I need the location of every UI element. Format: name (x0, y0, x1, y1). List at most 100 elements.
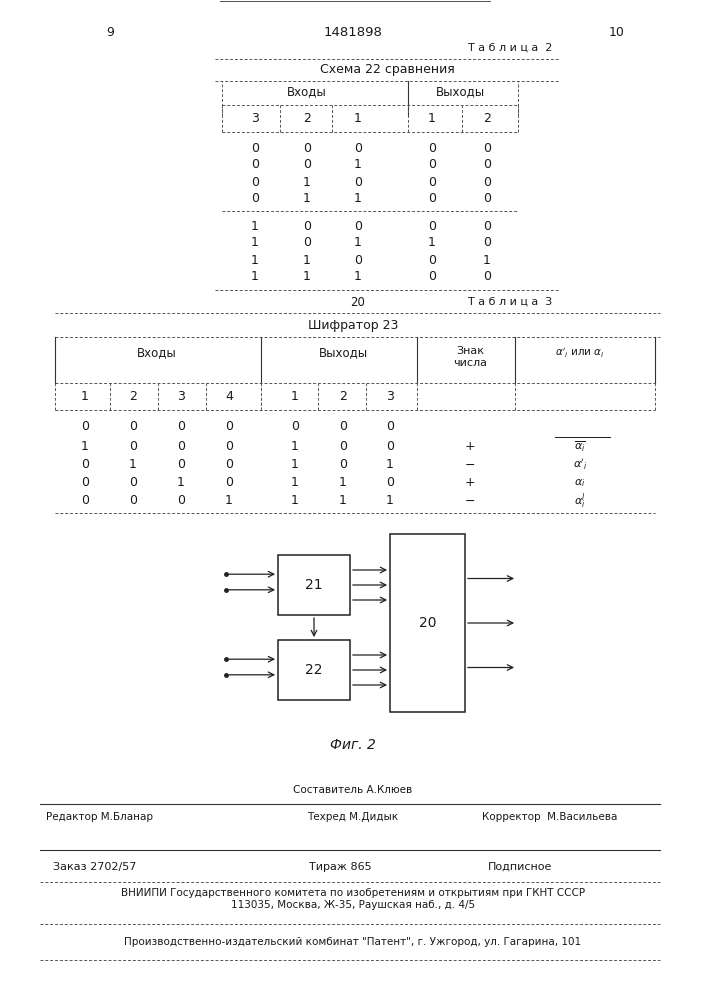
Text: 0: 0 (129, 440, 137, 454)
Text: Подписное: Подписное (488, 862, 552, 872)
Text: 1: 1 (354, 236, 362, 249)
Text: 4: 4 (225, 390, 233, 403)
Text: 0: 0 (354, 176, 362, 188)
Text: Производственно-издательский комбинат "Патент", г. Ужгород, ул. Гагарина, 101: Производственно-издательский комбинат "П… (124, 937, 582, 947)
Text: 0: 0 (428, 270, 436, 284)
Text: Редактор М.Бланар: Редактор М.Бланар (47, 812, 153, 822)
Text: 0: 0 (428, 141, 436, 154)
Text: 0: 0 (339, 420, 347, 434)
Text: 0: 0 (225, 440, 233, 454)
Text: 0: 0 (177, 420, 185, 434)
Text: $\overline{\alpha_i}$: $\overline{\alpha_i}$ (574, 440, 586, 454)
Text: $\alpha^l_i$: $\alpha^l_i$ (574, 491, 586, 511)
Text: 9: 9 (106, 26, 114, 39)
Text: 0: 0 (81, 420, 89, 434)
Text: 0: 0 (251, 158, 259, 172)
Text: 20: 20 (419, 616, 436, 630)
Text: +: + (464, 440, 475, 454)
Text: 113035, Москва, Ж-35, Раушская наб., д. 4/5: 113035, Москва, Ж-35, Раушская наб., д. … (231, 900, 475, 910)
Text: $\alpha_i$: $\alpha_i$ (574, 477, 585, 489)
Text: −: − (464, 458, 475, 472)
Text: 0: 0 (81, 477, 89, 489)
Text: 1481898: 1481898 (324, 26, 382, 39)
Text: 0: 0 (386, 477, 394, 489)
Text: −: − (464, 494, 475, 508)
Text: 0: 0 (303, 141, 311, 154)
Text: 1: 1 (354, 270, 362, 284)
Text: 0: 0 (303, 236, 311, 249)
Text: Тираж 865: Тираж 865 (309, 862, 371, 872)
Text: 0: 0 (483, 192, 491, 206)
Text: 0: 0 (225, 420, 233, 434)
Text: 0: 0 (483, 176, 491, 188)
Text: 0: 0 (225, 458, 233, 472)
Text: $\alpha'_i$ или $\alpha_i$: $\alpha'_i$ или $\alpha_i$ (555, 346, 604, 360)
Text: 0: 0 (303, 158, 311, 172)
Text: 0: 0 (339, 440, 347, 454)
Bar (390, 534, 465, 712)
Text: 0: 0 (483, 220, 491, 232)
Text: 1: 1 (339, 477, 347, 489)
Text: 1: 1 (303, 176, 311, 188)
Text: Техред М.Дидык: Техред М.Дидык (308, 812, 399, 822)
Text: 20: 20 (351, 296, 366, 308)
Text: Т а б л и ц а  2: Т а б л и ц а 2 (468, 43, 552, 53)
Text: 2: 2 (483, 111, 491, 124)
Text: 0: 0 (386, 420, 394, 434)
Text: 0: 0 (291, 420, 299, 434)
Text: Выходы: Выходы (318, 347, 368, 360)
Text: 0: 0 (354, 141, 362, 154)
Text: 0: 0 (354, 220, 362, 232)
Text: 0: 0 (303, 220, 311, 232)
Text: 0: 0 (428, 253, 436, 266)
Text: Знак
числа: Знак числа (453, 346, 487, 368)
Text: 0: 0 (354, 253, 362, 266)
Text: 1: 1 (81, 390, 89, 403)
Text: Шифратор 23: Шифратор 23 (308, 318, 398, 332)
Text: 0: 0 (483, 158, 491, 172)
Bar (278, 640, 350, 700)
Text: 0: 0 (483, 270, 491, 284)
Text: Т а б л и ц а  3: Т а б л и ц а 3 (468, 297, 552, 307)
Text: 1: 1 (386, 458, 394, 472)
Text: 1: 1 (354, 192, 362, 206)
Text: 1: 1 (428, 236, 436, 249)
Text: 1: 1 (251, 236, 259, 249)
Text: 2: 2 (129, 390, 137, 403)
Text: 1: 1 (303, 253, 311, 266)
Text: Входы: Входы (287, 86, 327, 99)
Text: 0: 0 (81, 494, 89, 508)
Text: 1: 1 (129, 458, 137, 472)
Bar (278, 555, 350, 615)
Text: 2: 2 (303, 111, 311, 124)
Text: ВНИИПИ Государственного комитета по изобретениям и открытиям при ГКНТ СССР: ВНИИПИ Государственного комитета по изоб… (121, 888, 585, 898)
Text: 0: 0 (386, 440, 394, 454)
Text: 1: 1 (303, 270, 311, 284)
Text: 0: 0 (428, 158, 436, 172)
Text: 0: 0 (177, 458, 185, 472)
Text: 0: 0 (225, 477, 233, 489)
Text: 0: 0 (251, 192, 259, 206)
Text: 0: 0 (81, 458, 89, 472)
Text: 1: 1 (225, 494, 233, 508)
Text: 1: 1 (428, 111, 436, 124)
Text: 1: 1 (81, 440, 89, 454)
Text: 1: 1 (291, 440, 299, 454)
Text: Выходы: Выходы (436, 86, 484, 99)
Text: 0: 0 (483, 141, 491, 154)
Text: 0: 0 (177, 440, 185, 454)
Text: 1: 1 (354, 158, 362, 172)
Text: 1: 1 (291, 494, 299, 508)
Text: 3: 3 (386, 390, 394, 403)
Text: Составитель А.Клюев: Составитель А.Клюев (293, 785, 413, 795)
Text: 0: 0 (251, 141, 259, 154)
Text: 21: 21 (305, 578, 323, 592)
Text: 0: 0 (428, 192, 436, 206)
Text: 22: 22 (305, 663, 323, 677)
Text: 0: 0 (251, 176, 259, 188)
Text: 1: 1 (291, 458, 299, 472)
Text: 1: 1 (251, 220, 259, 232)
Text: 1: 1 (483, 253, 491, 266)
Text: 0: 0 (339, 458, 347, 472)
Text: Корректор  М.Васильева: Корректор М.Васильева (482, 812, 618, 822)
